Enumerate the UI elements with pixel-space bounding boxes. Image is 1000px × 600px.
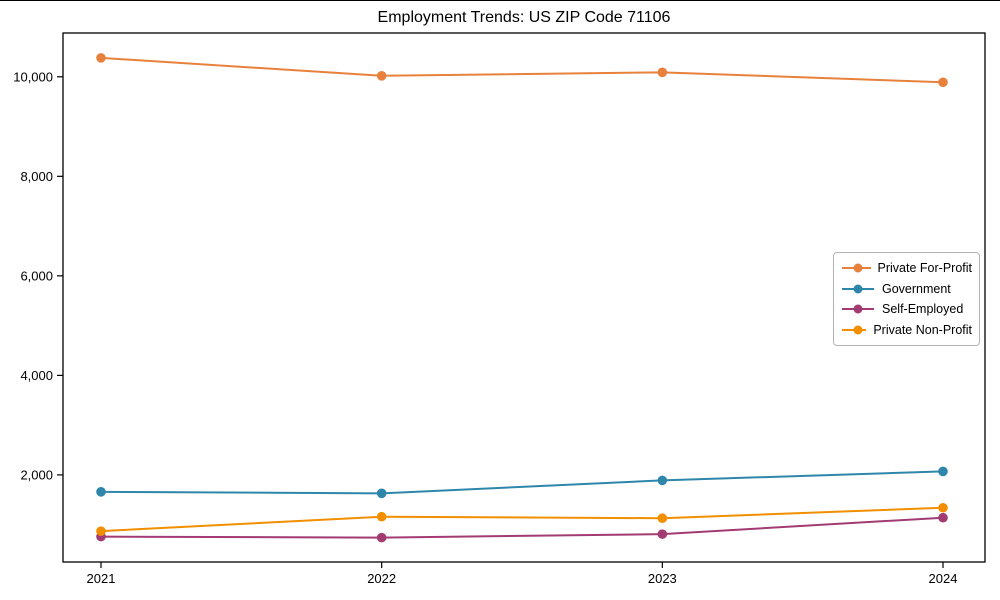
data-point bbox=[657, 67, 668, 78]
data-point bbox=[376, 511, 387, 522]
data-point bbox=[96, 487, 106, 497]
data-point bbox=[657, 475, 668, 486]
x-tick-label: 2024 bbox=[929, 571, 958, 586]
legend-swatch bbox=[842, 284, 874, 294]
legend-item: Government bbox=[841, 280, 972, 298]
figure-top-edge bbox=[0, 0, 1000, 1]
legend-item: Private For-Profit bbox=[841, 259, 972, 277]
series-line-self-employed bbox=[100, 516, 944, 539]
data-point bbox=[657, 513, 668, 524]
data-point bbox=[96, 53, 106, 63]
series-line-private-for-profit bbox=[100, 56, 944, 84]
legend-swatch bbox=[842, 304, 874, 314]
y-tick-label: 10,000 bbox=[13, 69, 53, 84]
legend-item: Self-Employed bbox=[841, 300, 972, 318]
data-point bbox=[376, 532, 387, 543]
data-point bbox=[938, 502, 948, 513]
chart-title: Employment Trends: US ZIP Code 71106 bbox=[377, 9, 671, 26]
legend-label: Private For-Profit bbox=[877, 261, 972, 276]
data-point bbox=[938, 512, 948, 523]
legend-label: Self-Employed bbox=[882, 302, 964, 317]
x-tick-label: 2023 bbox=[648, 571, 677, 586]
data-point bbox=[938, 77, 948, 88]
legend: Private For-Profit Government Self-Employe… bbox=[833, 252, 980, 346]
y-tick-label: 2,000 bbox=[20, 467, 53, 482]
legend-item: Private Non-Profit bbox=[841, 321, 972, 339]
data-point bbox=[657, 529, 668, 539]
plot-border bbox=[62, 32, 986, 563]
legend-swatch bbox=[842, 263, 871, 273]
data-point bbox=[938, 466, 948, 477]
data-point bbox=[96, 526, 106, 536]
series-line-private-non-profit bbox=[100, 506, 944, 533]
x-tick-label: 2021 bbox=[87, 571, 116, 586]
y-tick-label: 4,000 bbox=[20, 368, 53, 383]
y-tick-label: 6,000 bbox=[20, 268, 53, 283]
x-tick-label: 2022 bbox=[367, 571, 396, 586]
legend-swatch bbox=[842, 325, 867, 335]
data-point bbox=[376, 488, 387, 499]
legend-label: Government bbox=[882, 281, 951, 296]
data-point bbox=[376, 70, 387, 81]
series-line-government bbox=[100, 470, 944, 495]
legend-label: Private Non-Profit bbox=[873, 322, 972, 337]
y-tick-label: 8,000 bbox=[20, 169, 53, 184]
